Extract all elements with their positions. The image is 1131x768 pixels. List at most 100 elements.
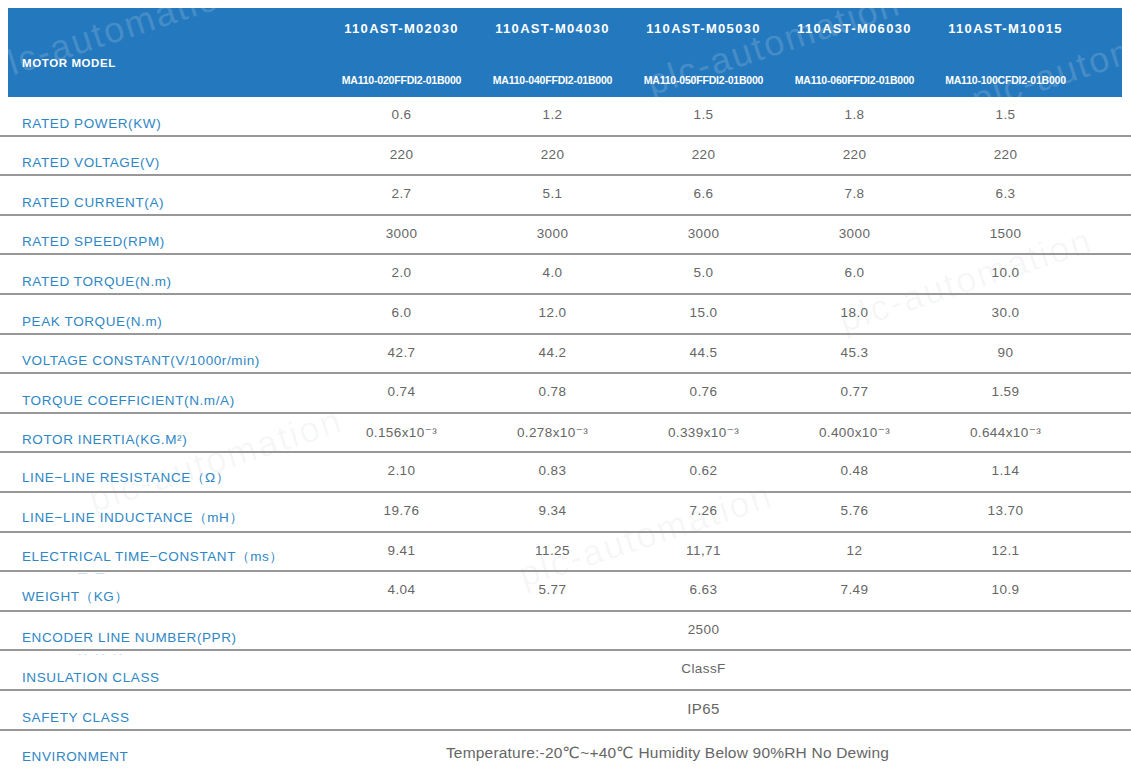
motor-part-number: MA110-100CFDI2-01B000 — [930, 74, 1081, 86]
table-row: INSULATION CLASS ClassF — [0, 651, 1131, 691]
spec-value: 1.2 — [477, 97, 628, 122]
motor-model-column: 110AST-M04030 MA110-040FFDI2-01B000 — [477, 8, 628, 97]
spec-value: 5.76 — [779, 493, 930, 518]
motor-model-code: 110AST-M05030 — [628, 21, 779, 36]
spec-value-merged: ClassF — [326, 651, 1081, 676]
spec-value: 5.0 — [628, 255, 779, 280]
spec-rows: RATED POWER(KW) 0.61.21.51.81.5 RATED VO… — [0, 97, 1131, 768]
spec-value-merged: Temperature:-20℃~+40℃ Humidity Below 90%… — [290, 731, 1045, 762]
motor-model-column: 110AST-M10015 MA110-100CFDI2-01B000 — [930, 8, 1081, 97]
spec-value: 7.26 — [628, 493, 779, 518]
table-row: RATED TORQUE(N.m) 2.04.05.06.010.0 — [0, 255, 1131, 295]
spec-value: 90 — [930, 335, 1081, 360]
spec-value: 1.8 — [779, 97, 930, 122]
spec-value: 4.04 — [326, 572, 477, 597]
table-row: RATED SPEED(RPM) 30003000300030001500 — [0, 216, 1131, 256]
table-header: plc-automation plc-automation plc-automa… — [8, 8, 1122, 97]
spec-value: 6.63 — [628, 572, 779, 597]
spec-value: 0.74 — [326, 374, 477, 399]
table-row: ELECTRICAL TIME−CONSTANT（ms） 9.4111.2511… — [0, 533, 1131, 573]
motor-model-header-cell: MOTOR MODEL — [8, 8, 326, 97]
spec-value: 1.59 — [930, 374, 1081, 399]
row-label: RATED POWER(KW) — [0, 116, 326, 135]
spec-value: 5.1 — [477, 176, 628, 201]
row-label: VOLTAGE CONSTANT(V/1000r/min) — [0, 353, 326, 372]
motor-part-number: MA110-050FFDI2-01B000 — [628, 74, 779, 86]
spec-value: 13.70 — [930, 493, 1081, 518]
motor-model-label: MOTOR MODEL — [22, 57, 116, 69]
table-row: VOLTAGE CONSTANT(V/1000r/min) 42.744.244… — [0, 335, 1131, 375]
spec-value: 15.0 — [628, 295, 779, 320]
motor-spec-table: plc-automation plc-automation plc-automa… — [0, 0, 1131, 768]
row-label: ROTOR INERTIA(KG.M²) — [0, 432, 326, 451]
spec-value: 6.0 — [779, 255, 930, 280]
spec-value: 0.76 — [628, 374, 779, 399]
table-row: LINE−LINE INDUCTANCE（mH） 19.769.347.265.… — [0, 493, 1131, 533]
table-row: LINE−LINE RESISTANCE（Ω） 2.100.830.620.48… — [0, 453, 1131, 493]
spec-value: 2.7 — [326, 176, 477, 201]
table-row: RATED POWER(KW) 0.61.21.51.81.5 — [0, 97, 1131, 137]
spec-value: 1.14 — [930, 453, 1081, 478]
spec-value: 7.49 — [779, 572, 930, 597]
spec-value: 0.644x10⁻³ — [930, 414, 1081, 440]
row-label: WEIGHT（KG） — [0, 588, 326, 610]
motor-model-code: 110AST-M06030 — [779, 21, 930, 36]
spec-value: 3000 — [628, 216, 779, 241]
spec-value: 19.76 — [326, 493, 477, 518]
spec-value: 9.41 — [326, 533, 477, 558]
row-label: INSULATION CLASS — [0, 670, 326, 689]
spec-value: 0.48 — [779, 453, 930, 478]
row-label: LINE−LINE INDUCTANCE（mH） — [0, 509, 326, 531]
motor-model-column: 110AST-M02030 MA110-020FFDI2-01B000 — [326, 8, 477, 97]
spec-value: 2.10 — [326, 453, 477, 478]
motor-part-number: MA110-020FFDI2-01B000 — [326, 74, 477, 86]
table-row: TORQUE COEFFICIENT(N.m/A) 0.740.780.760.… — [0, 374, 1131, 414]
spec-value: 6.0 — [326, 295, 477, 320]
motor-model-code: 110AST-M10015 — [930, 21, 1081, 36]
spec-value: 1.5 — [930, 97, 1081, 122]
spec-value: 0.6 — [326, 97, 477, 122]
spec-value: 45.3 — [779, 335, 930, 360]
row-label: ELECTRICAL TIME−CONSTANT（ms） — [0, 548, 326, 570]
motor-part-number: MA110-060FFDI2-01B000 — [779, 74, 930, 86]
spec-value: 12.1 — [930, 533, 1081, 558]
spec-value: 6.3 — [930, 176, 1081, 201]
spec-value: 10.9 — [930, 572, 1081, 597]
spec-value: 0.339x10⁻³ — [628, 414, 779, 440]
table-row: ENCODER LINE NUMBER(PPR) 2500 — [0, 612, 1131, 652]
spec-value: 0.156x10⁻³ — [326, 414, 477, 440]
spec-value: 10.0 — [930, 255, 1081, 280]
spec-value: 6.6 — [628, 176, 779, 201]
spec-value: 220 — [628, 137, 779, 162]
spec-value: 0.83 — [477, 453, 628, 478]
table-row: WEIGHT（KG） 4.045.776.637.4910.9 — [0, 572, 1131, 612]
spec-value: 44.2 — [477, 335, 628, 360]
spec-value: 0.400x10⁻³ — [779, 414, 930, 440]
row-label: TORQUE COEFFICIENT(N.m/A) — [0, 393, 326, 412]
table-row: SAFETY CLASS IP65 — [0, 691, 1131, 731]
row-label: SAFETY CLASS — [0, 710, 326, 729]
row-label: PEAK TORQUE(N.m) — [0, 314, 326, 333]
spec-value: 7.8 — [779, 176, 930, 201]
spec-value: 42.7 — [326, 335, 477, 360]
spec-value: 4.0 — [477, 255, 628, 280]
row-label: ENCODER LINE NUMBER(PPR) — [0, 630, 326, 649]
motor-model-code: 110AST-M02030 — [326, 21, 477, 36]
spec-value: 2.0 — [326, 255, 477, 280]
spec-value: 12.0 — [477, 295, 628, 320]
table-row: ROTOR INERTIA(KG.M²) 0.156x10⁻³0.278x10⁻… — [0, 414, 1131, 454]
spec-value: 0.62 — [628, 453, 779, 478]
spec-value: 9.34 — [477, 493, 628, 518]
spec-value: 30.0 — [930, 295, 1081, 320]
spec-value-merged: 2500 — [326, 612, 1081, 637]
spec-value: 220 — [477, 137, 628, 162]
row-label: RATED VOLTAGE(V) — [0, 155, 326, 174]
spec-value: 5.77 — [477, 572, 628, 597]
spec-value: 220 — [779, 137, 930, 162]
table-row: PEAK TORQUE(N.m) 6.012.015.018.030.0 — [0, 295, 1131, 335]
motor-model-column: 110AST-M06030 MA110-060FFDI2-01B000 — [779, 8, 930, 97]
table-row: ENVIRONMENT Temperature:-20℃~+40℃ Humidi… — [0, 731, 1131, 768]
spec-value: 12 — [779, 533, 930, 558]
spec-value: 11,71 — [628, 533, 779, 558]
row-label: RATED CURRENT(A) — [0, 195, 326, 214]
